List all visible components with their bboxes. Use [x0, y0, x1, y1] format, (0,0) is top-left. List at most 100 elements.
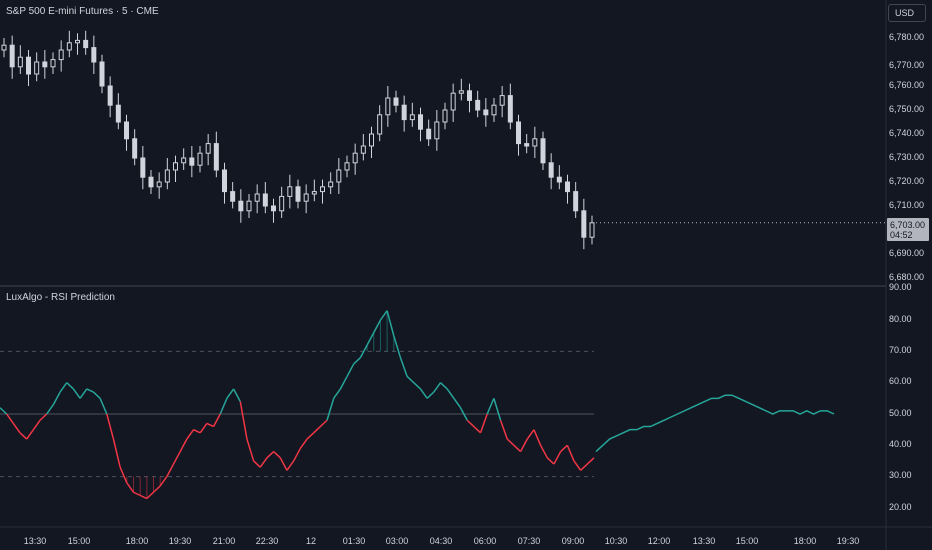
time-axis-label: 13:30: [692, 536, 716, 546]
candle-body: [205, 143, 211, 154]
rsi-segment: [206, 422, 214, 428]
rsi-segment: [353, 357, 361, 365]
rsi-segment: [359, 344, 368, 359]
candle-body: [360, 145, 366, 154]
candle-body: [181, 157, 187, 164]
rsi-segment: [553, 451, 562, 465]
candle-body: [565, 181, 570, 193]
candle-body: [148, 176, 154, 188]
rsi-segment: [186, 429, 195, 440]
rsi-segment: [253, 460, 261, 468]
candle-body: [328, 181, 334, 188]
rsi-segment: [533, 429, 542, 446]
rsi-segment: [393, 335, 402, 358]
candle-body: [140, 157, 146, 178]
time-axis-label: 09:00: [561, 536, 585, 546]
candle-body: [483, 109, 489, 116]
symbol-title[interactable]: S&P 500 E-mini Futures · 5 · CME: [6, 6, 159, 17]
rsi-segment: [66, 382, 74, 390]
candle-body: [222, 169, 227, 193]
candle-body: [99, 61, 105, 87]
rsi-segment: [32, 419, 41, 431]
price-axis-label: 6,680.00: [889, 272, 925, 282]
last-price: 6,703.00: [890, 220, 926, 230]
currency-button[interactable]: USD: [888, 4, 926, 22]
rsi-segment: [126, 482, 135, 493]
rsi-segment: [573, 460, 582, 471]
candle-body: [91, 47, 97, 63]
candle-body: [254, 193, 260, 202]
rsi-segment: [279, 457, 288, 471]
rsi-axis-label: 40.00: [889, 439, 912, 449]
rsi-segment: [419, 388, 428, 399]
candle-body: [66, 42, 72, 51]
candle-body: [377, 114, 383, 135]
candle-body: [393, 97, 399, 106]
rsi-segment: [313, 425, 321, 434]
candle-body: [352, 152, 358, 164]
price-axis-label: 6,780.00: [889, 32, 925, 42]
rsi-segment: [273, 451, 281, 459]
candle-body: [1, 44, 7, 51]
rsi-segment: [586, 457, 595, 465]
rsi-segment: [426, 391, 435, 399]
rsi-segment: [152, 485, 161, 493]
rsi-segment: [473, 425, 482, 434]
rsi-segment: [199, 422, 208, 434]
candle-body: [287, 186, 293, 197]
rsi-segment: [519, 438, 528, 452]
rsi-panel: [0, 310, 835, 500]
candle-body: [213, 143, 219, 171]
rsi-segment: [546, 457, 555, 465]
candle-body: [589, 222, 595, 238]
candle-body: [573, 191, 579, 212]
indicator-title[interactable]: LuxAlgo - RSI Prediction: [6, 292, 115, 303]
rsi-segment: [119, 466, 128, 484]
rsi-segment: [373, 319, 382, 333]
price-axis-label: 6,720.00: [889, 176, 925, 186]
rsi-segment: [299, 438, 308, 449]
rsi-segment: [333, 388, 341, 399]
candle-body: [246, 200, 252, 212]
rsi-segment: [446, 388, 455, 399]
time-axis-label: 07:30: [517, 536, 541, 546]
price-axis-label: 6,760.00: [889, 80, 925, 90]
candle-body: [434, 121, 440, 140]
candle-body: [124, 121, 129, 140]
price-axis-label: 6,730.00: [889, 152, 925, 162]
rsi-segment: [346, 363, 355, 377]
candle-body: [173, 162, 178, 171]
rsi-segment: [580, 463, 588, 471]
rsi-segment: [486, 398, 495, 415]
time-axis-label: 19:30: [836, 536, 860, 546]
candle-body: [418, 114, 423, 130]
rsi-segment: [439, 382, 448, 390]
time-axis-label: 03:00: [385, 536, 409, 546]
candle-body: [17, 56, 23, 68]
rsi-segment: [479, 413, 488, 434]
price-axis-label: 6,710.00: [889, 200, 925, 210]
candle-body: [132, 138, 138, 159]
rsi-segment: [212, 413, 221, 427]
bar-countdown: 04:52: [890, 230, 913, 240]
candle-body: [458, 90, 464, 94]
candle-body: [75, 39, 80, 44]
last-price-tag: 6,703.00 04:52: [887, 218, 929, 241]
rsi-axis-label: 20.00: [889, 502, 912, 512]
candle-body: [230, 191, 236, 202]
candle-body: [197, 152, 203, 166]
candle-body: [450, 92, 456, 111]
candle-body: [83, 39, 89, 49]
time-axis-label: 15:00: [67, 536, 91, 546]
rsi-segment: [106, 413, 115, 440]
rsi-segment: [193, 428, 201, 434]
candle-body: [9, 44, 15, 68]
rsi-segment: [246, 438, 255, 462]
rsi-segment: [499, 420, 508, 440]
time-axis-label: 18:00: [125, 536, 149, 546]
rsi-segment: [232, 388, 241, 402]
rsi-segment: [112, 438, 121, 468]
candle-body: [42, 61, 48, 68]
rsi-segment: [506, 438, 515, 446]
